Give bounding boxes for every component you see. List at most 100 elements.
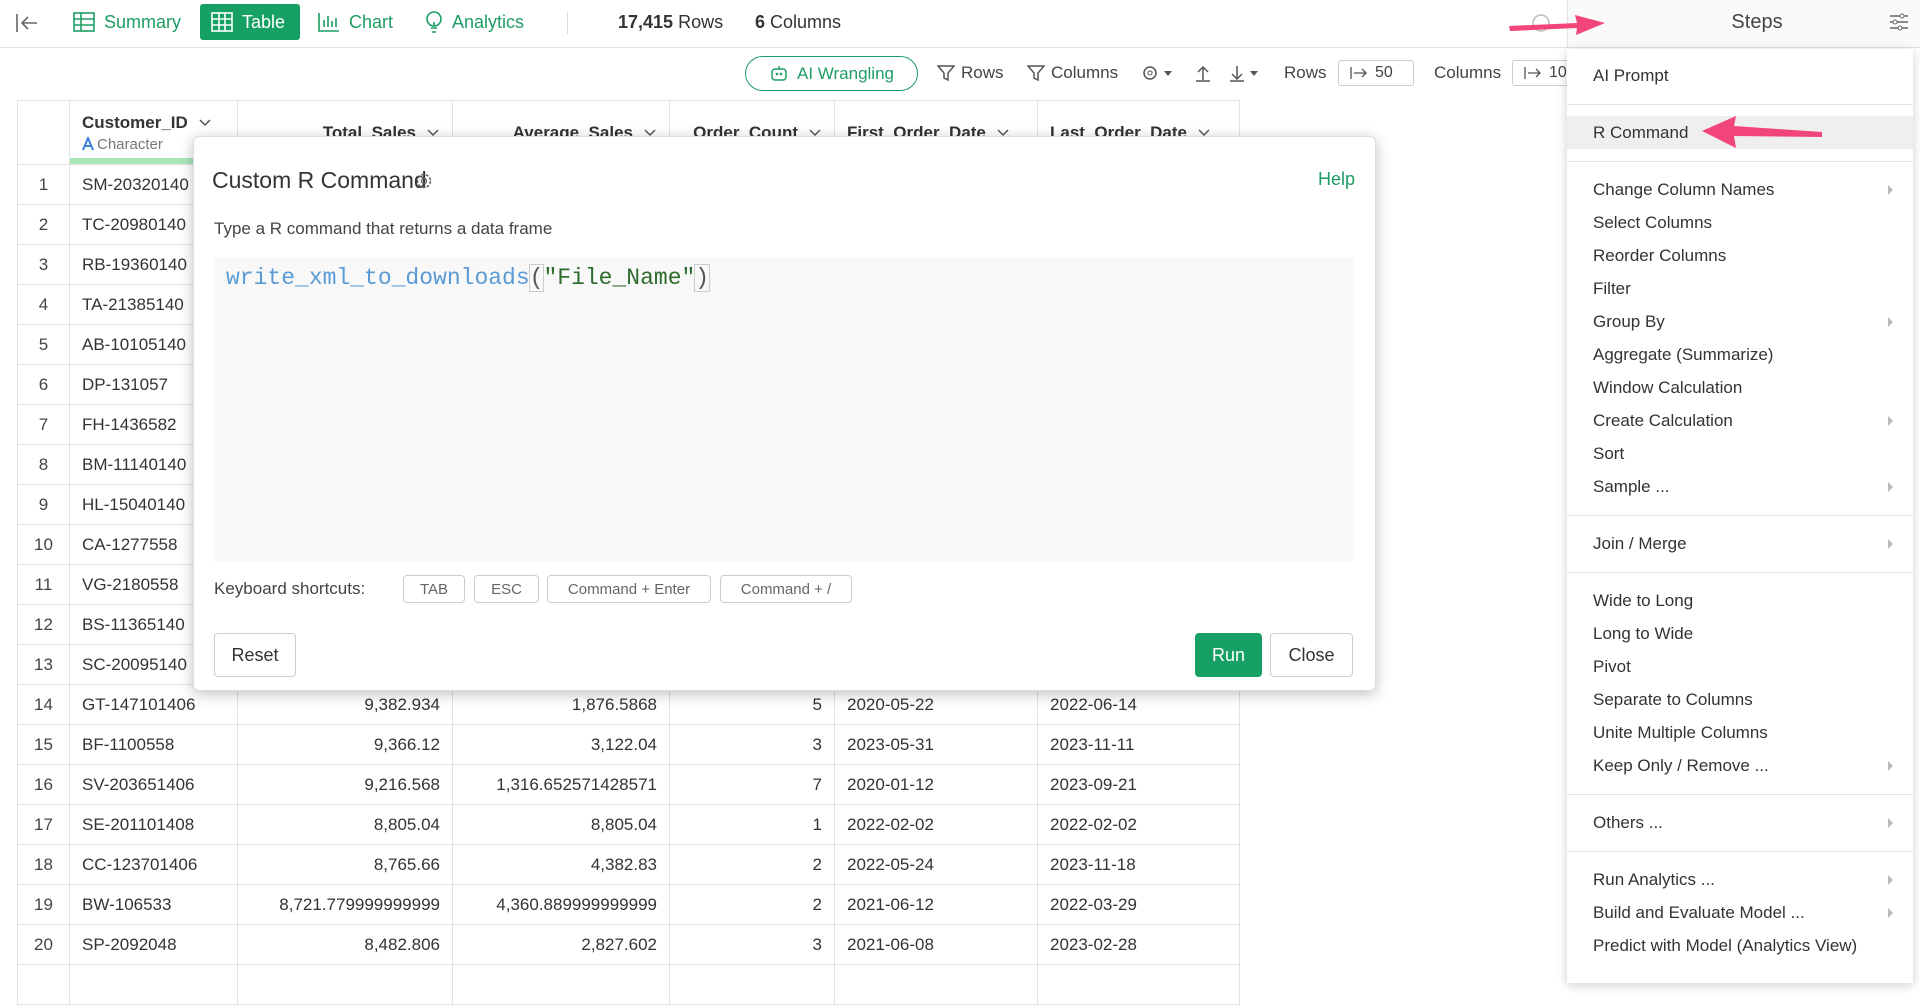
menu-item[interactable]: Group By bbox=[1567, 305, 1913, 338]
menu-item[interactable]: Long to Wide bbox=[1567, 617, 1913, 650]
menu-item[interactable]: Predict with Model (Analytics View) bbox=[1567, 929, 1913, 962]
row-count-label: Rows bbox=[678, 12, 724, 32]
menu-item[interactable]: Create Calculation bbox=[1567, 404, 1913, 437]
menu-item-label: Create Calculation bbox=[1593, 410, 1733, 430]
menu-item[interactable]: Sample ... bbox=[1567, 470, 1913, 503]
tab[interactable]: Summary bbox=[62, 4, 191, 40]
menu-item-label: Pivot bbox=[1593, 656, 1631, 676]
reset-label: Reset bbox=[231, 644, 279, 665]
filter-rows-label: Rows bbox=[961, 63, 1004, 82]
code-editor[interactable]: write_xml_to_downloads("File_Name") bbox=[214, 258, 1353, 561]
top-bar bbox=[0, 0, 1567, 48]
submenu-arrow bbox=[1888, 539, 1893, 549]
table-cell bbox=[670, 965, 835, 1005]
settings-icon[interactable] bbox=[1888, 11, 1910, 33]
dialog-title: Custom R Command bbox=[212, 167, 427, 193]
table-cell bbox=[70, 965, 238, 1005]
table-cell: 2021-06-12 bbox=[835, 885, 1038, 925]
table-cell: 3,122.04 bbox=[453, 725, 670, 765]
row-number: 13 bbox=[17, 645, 70, 685]
filter-rows[interactable]: Rows bbox=[937, 61, 1004, 85]
menu-item[interactable]: Aggregate (Summarize) bbox=[1567, 338, 1913, 371]
table-cell: 2021-06-08 bbox=[835, 925, 1038, 965]
tab[interactable]: Table bbox=[200, 4, 300, 40]
settings-dropdown[interactable] bbox=[1141, 63, 1177, 83]
ai-wrangling-label: AI Wrangling bbox=[796, 63, 894, 83]
column-count: 6 Columns bbox=[755, 12, 841, 33]
table-cell: 2 bbox=[670, 885, 835, 925]
menu-item[interactable]: Others ... bbox=[1567, 806, 1913, 839]
row-number-header bbox=[17, 100, 70, 165]
close-button[interactable]: Close bbox=[1270, 633, 1353, 677]
row-number: 10 bbox=[17, 525, 70, 565]
filter-columns[interactable]: Columns bbox=[1027, 61, 1118, 85]
upload-icon[interactable] bbox=[1194, 63, 1212, 83]
menu-item[interactable]: Separate to Columns bbox=[1567, 683, 1913, 716]
menu-item[interactable]: Select Columns bbox=[1567, 206, 1913, 239]
run-button[interactable]: Run bbox=[1195, 633, 1262, 677]
menu-item-label: Long to Wide bbox=[1593, 623, 1694, 643]
menu-item[interactable]: Unite Multiple Columns bbox=[1567, 716, 1913, 749]
menu-item[interactable]: Pivot bbox=[1567, 650, 1913, 683]
menu-divider bbox=[1567, 92, 1913, 116]
tab[interactable]: Analytics bbox=[414, 4, 534, 40]
table-cell: SE-201101408 bbox=[70, 805, 238, 845]
menu-item[interactable]: Filter bbox=[1567, 272, 1913, 305]
menu-item-label: Filter bbox=[1593, 278, 1631, 298]
table-cell: SV-203651406 bbox=[70, 765, 238, 805]
table-cell bbox=[238, 965, 453, 1005]
table-cell: 9,382.934 bbox=[238, 685, 453, 725]
column-menu-icon[interactable] bbox=[808, 128, 822, 138]
help-link[interactable]: Help bbox=[1317, 169, 1355, 189]
rows-limit-value: 50 bbox=[1375, 64, 1393, 81]
submenu-arrow bbox=[1888, 761, 1893, 771]
submenu-arrow bbox=[1888, 875, 1893, 885]
row-number: 17 bbox=[17, 805, 70, 845]
type-icon bbox=[82, 137, 94, 151]
comment-icon[interactable] bbox=[1529, 12, 1553, 34]
column-menu-icon[interactable] bbox=[198, 118, 212, 128]
menu-item[interactable]: AI Prompt bbox=[1567, 59, 1913, 92]
menu-item[interactable]: Keep Only / Remove ... bbox=[1567, 749, 1913, 782]
tab[interactable]: Chart bbox=[307, 4, 403, 40]
column-header[interactable]: Customer_ID Character bbox=[70, 100, 238, 165]
row-number: 4 bbox=[17, 285, 70, 325]
table-cell: 5 bbox=[670, 685, 835, 725]
menu-item-label: Sample ... bbox=[1593, 476, 1670, 496]
column-menu-icon[interactable] bbox=[643, 128, 657, 138]
code-token: ( bbox=[528, 264, 545, 292]
ai-wrangling-button[interactable]: AI Wrangling bbox=[745, 56, 918, 91]
table-cell: GT-147101406 bbox=[70, 685, 238, 725]
row-number: 1 bbox=[17, 165, 70, 205]
menu-item-label: Separate to Columns bbox=[1593, 689, 1753, 709]
collapse-icon[interactable] bbox=[14, 11, 40, 35]
table-cell: 8,805.04 bbox=[453, 805, 670, 845]
menu-divider bbox=[1567, 560, 1913, 584]
menu-item[interactable]: Sort bbox=[1567, 437, 1913, 470]
table-cell: 1,876.5868 bbox=[453, 685, 670, 725]
table-cell: 8,805.04 bbox=[238, 805, 453, 845]
menu-item[interactable]: Window Calculation bbox=[1567, 371, 1913, 404]
steps-menu: AI Prompt R Command Change Column Names Sel… bbox=[1567, 49, 1913, 983]
menu-item-label: Predict with Model (Analytics View) bbox=[1593, 935, 1858, 955]
table-cell: 9,216.568 bbox=[238, 765, 453, 805]
row-number: 7 bbox=[17, 405, 70, 445]
menu-item[interactable]: Join / Merge bbox=[1567, 527, 1913, 560]
rows-limit-text: Rows bbox=[1284, 63, 1327, 82]
menu-item[interactable]: Reorder Columns bbox=[1567, 239, 1913, 272]
column-menu-icon[interactable] bbox=[426, 128, 440, 138]
row-number: 18 bbox=[17, 845, 70, 885]
menu-item[interactable]: Build and Evaluate Model ... bbox=[1567, 896, 1913, 929]
reset-button[interactable]: Reset bbox=[214, 633, 296, 677]
rows-limit-input[interactable]: 50 bbox=[1338, 60, 1414, 86]
menu-item[interactable]: Change Column Names bbox=[1567, 173, 1913, 206]
menu-item[interactable]: Wide to Long bbox=[1567, 584, 1913, 617]
table-cell bbox=[453, 965, 670, 1005]
menu-item[interactable]: Run Analytics ... bbox=[1567, 863, 1913, 896]
row-number: 19 bbox=[17, 885, 70, 925]
download-dropdown[interactable] bbox=[1228, 63, 1264, 83]
dialog-settings-icon[interactable] bbox=[414, 171, 434, 191]
column-menu-icon[interactable] bbox=[1197, 128, 1211, 138]
column-menu-icon[interactable] bbox=[996, 128, 1010, 138]
table-cell bbox=[835, 965, 1038, 1005]
